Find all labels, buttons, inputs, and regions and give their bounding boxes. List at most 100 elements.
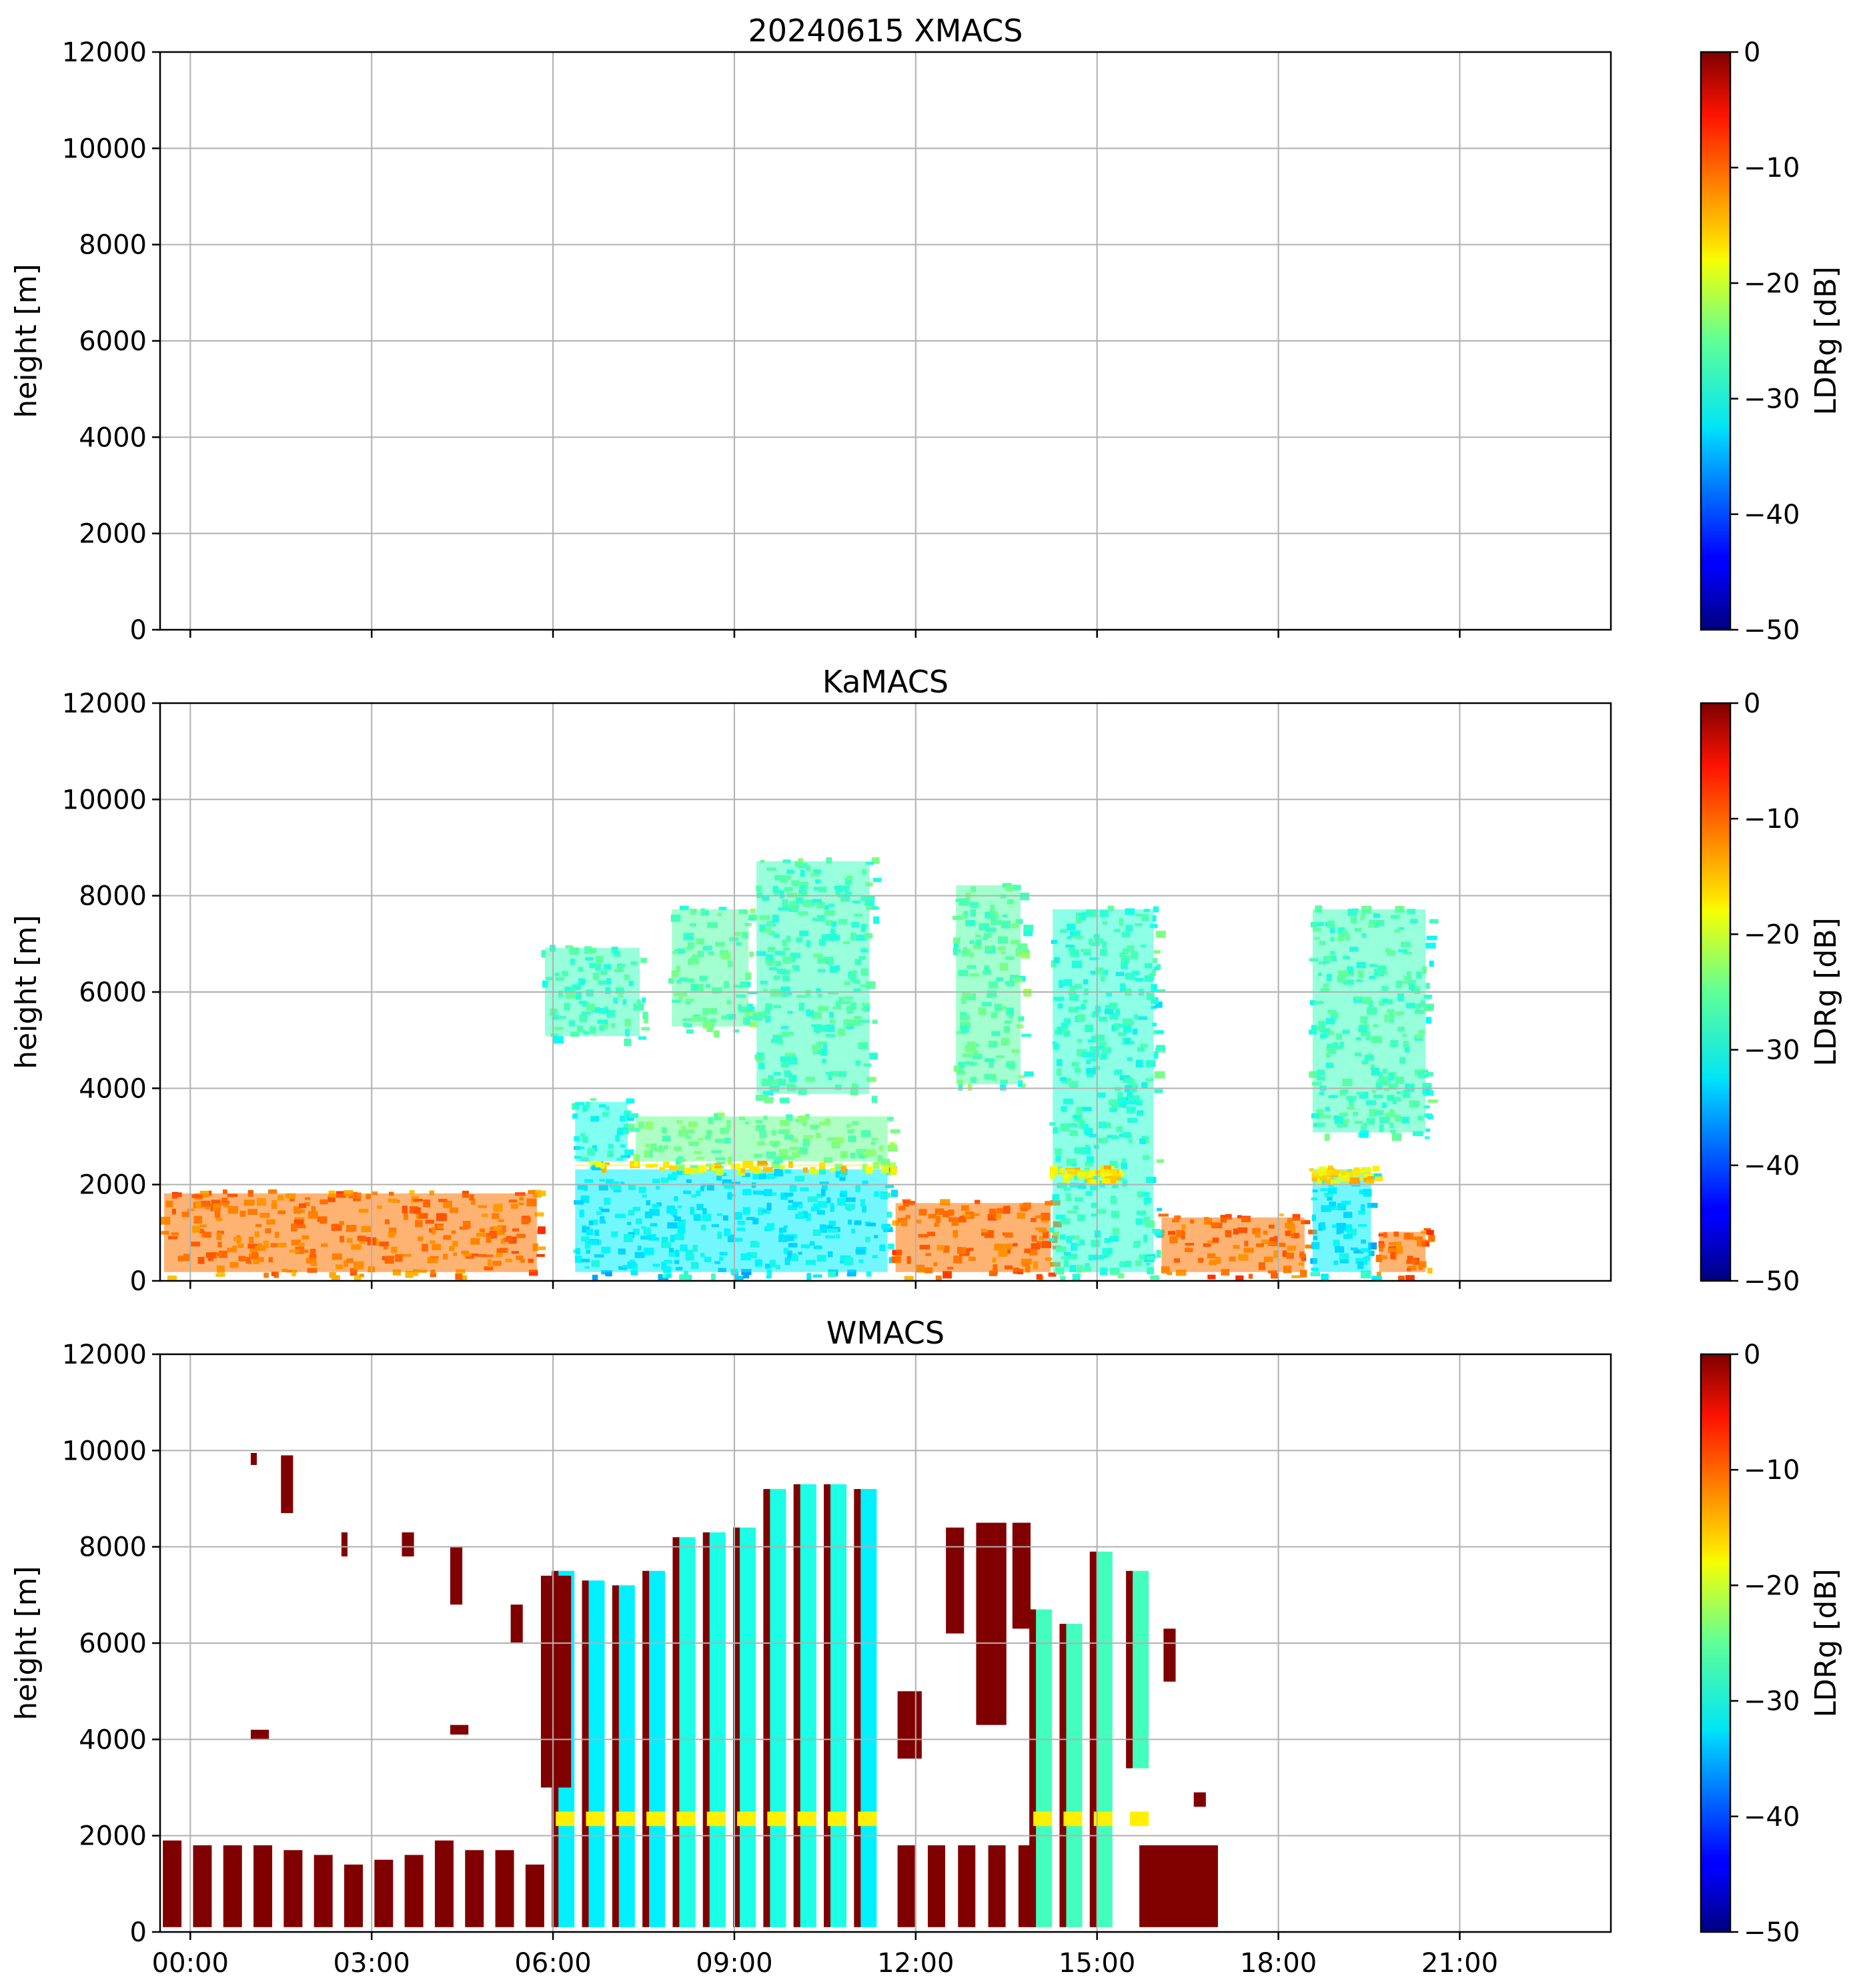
cloud-column: [767, 1489, 786, 1927]
low-column: [495, 1850, 514, 1927]
echo-pixel: [1021, 949, 1030, 953]
colorbar-label: LDRg [dB]: [1809, 917, 1843, 1066]
echo-pixel: [779, 1097, 790, 1103]
echo-region-3: [572, 1098, 640, 1171]
echo-fill: [575, 1101, 628, 1161]
echo-pixel: [1151, 1022, 1157, 1027]
echo-fill: [1312, 909, 1426, 1133]
echo-pixel: [1421, 1241, 1429, 1247]
echo-pixel: [690, 1165, 698, 1169]
echo-pixel: [1154, 1089, 1163, 1093]
cloud-column: [828, 1484, 846, 1927]
echo-pixel: [642, 997, 646, 1003]
echo-pixel: [975, 1199, 981, 1204]
panel-title: KaMACS: [822, 664, 949, 700]
panel-title: 20240615 XMACS: [748, 13, 1023, 49]
echo-pixel: [1426, 935, 1437, 941]
echo-pixel: [810, 1167, 816, 1171]
echo-fill: [575, 1164, 888, 1167]
echo-pixel: [742, 1160, 754, 1168]
echo-patch: [402, 1532, 414, 1557]
echo-pixel: [1153, 950, 1161, 954]
echo-pixel: [834, 1163, 843, 1171]
data-layer: [161, 857, 1439, 1281]
echo-pixel: [883, 1227, 893, 1232]
cloud-column-edge: [793, 1484, 800, 1927]
cloud-column-edge: [702, 1532, 710, 1927]
cloud-column-edge: [582, 1580, 589, 1927]
panel-title: WMACS: [826, 1315, 945, 1351]
echo-patch: [250, 1452, 257, 1465]
echo-pixel: [273, 1272, 279, 1278]
colorbar-tick-label: −40: [1744, 1151, 1800, 1181]
echo-pixel: [890, 1189, 898, 1197]
echo-pixel: [215, 1274, 225, 1277]
echo-pixel: [1048, 1272, 1057, 1277]
echo-region-5: [541, 945, 650, 1047]
echo-region-7: [754, 857, 882, 1103]
echo-pixel: [716, 1161, 726, 1165]
echo-pixel: [748, 917, 754, 921]
echo-fill: [1312, 1169, 1371, 1272]
low-column: [193, 1845, 212, 1927]
echo-pixel: [884, 1185, 894, 1188]
x-tick-label: 12:00: [877, 1948, 954, 1979]
echo-pixel: [780, 1165, 785, 1170]
echo-pixel: [263, 1272, 269, 1278]
echo-pixel: [750, 908, 756, 913]
echo-pixel: [1151, 984, 1157, 992]
cloud-column-edge: [854, 1489, 861, 1927]
melting-layer: [797, 1811, 816, 1827]
echo-pixel: [1368, 1242, 1377, 1250]
echo-pixel: [409, 1189, 415, 1195]
colorbar: [1700, 702, 1732, 1282]
echo-fill: [895, 1203, 1051, 1272]
y-tick-label: 8000: [79, 1532, 147, 1563]
echo-pixel: [886, 1211, 892, 1218]
echo-pixel: [1235, 1275, 1244, 1281]
echo-pixel: [167, 1276, 177, 1281]
x-tick-label: 21:00: [1421, 1948, 1498, 1979]
echo-pixel: [1429, 961, 1434, 967]
echo-pixel: [1101, 1178, 1111, 1183]
echo-region-0: [161, 1189, 546, 1281]
colorbar: [1700, 1353, 1732, 1933]
echo-fill: [756, 861, 870, 1094]
echo-pixel: [1310, 1272, 1321, 1276]
echo-pixel: [1325, 1178, 1332, 1185]
echo-patch: [946, 1527, 965, 1634]
low-column: [283, 1850, 303, 1927]
y-tick-label: 6000: [79, 977, 147, 1008]
echo-pixel: [592, 1274, 598, 1281]
echo-pixel: [1425, 1128, 1431, 1132]
echo-pixel: [1049, 1172, 1055, 1179]
echo-pixel: [740, 1168, 746, 1173]
echo-patch: [540, 1575, 572, 1788]
echo-pixel: [747, 991, 758, 995]
echo-pixel: [460, 1275, 468, 1281]
y-tick-label: 6000: [79, 1628, 147, 1659]
echo-pixel: [1221, 1269, 1230, 1276]
echo-pixel: [659, 1167, 666, 1171]
echo-pixel: [1069, 1175, 1073, 1180]
echo-patch: [510, 1604, 523, 1643]
echo-pixel: [1338, 1173, 1348, 1179]
low-column: [253, 1845, 273, 1927]
echo-pixel: [1391, 1133, 1402, 1141]
echo-pixel: [392, 1269, 401, 1276]
echo-pixel: [1299, 1270, 1307, 1278]
low-column: [897, 1845, 915, 1927]
echo-pixel: [755, 1094, 764, 1101]
cloud-column-edge: [1126, 1570, 1133, 1769]
echo-pixel: [866, 1077, 876, 1082]
echo-pixel: [904, 1276, 914, 1281]
echo-pixel: [1237, 1215, 1242, 1219]
echo-pixel: [869, 1052, 878, 1060]
echo-pixel: [1422, 1083, 1432, 1091]
echo-pixel: [830, 1167, 836, 1173]
echo-pixel: [1311, 1176, 1320, 1181]
y-tick-label: 0: [130, 615, 147, 646]
melting-layer: [828, 1811, 846, 1827]
echo-pixel: [757, 1160, 768, 1167]
